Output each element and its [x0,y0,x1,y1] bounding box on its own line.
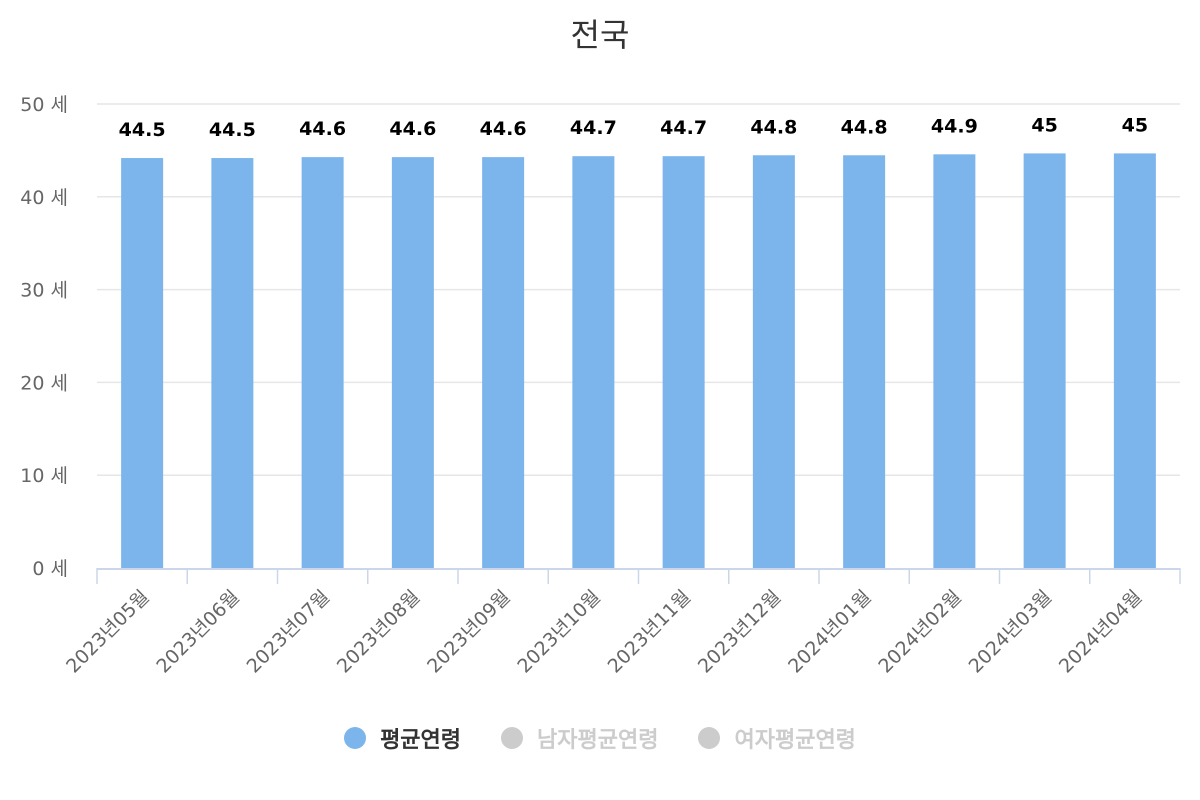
y-tick-label: 0 세 [32,558,68,580]
bar[interactable] [752,155,795,569]
data-label: 44.7 [570,117,617,139]
x-tick-label: 2024년04월 [1055,586,1147,678]
x-tick-label: 2023년11월 [604,586,696,678]
y-tick-label: 20 세 [20,372,68,394]
x-tick-label: 2024년03월 [965,586,1057,678]
y-tick-label: 40 세 [20,187,68,209]
legend-label: 여자평균연령 [734,728,856,753]
bar[interactable] [121,158,164,569]
legend-item[interactable]: 여자평균연령 [698,722,856,754]
x-tick-label: 2023년05월 [62,586,154,678]
data-label: 44.6 [389,118,436,140]
bar-chart: 전국 0 세 10 세 20 세 30 세 40 세 50 세 44.5 44.5 44.6 4… [20,16,1181,678]
x-tick-label: 2024년02월 [874,586,966,678]
data-label: 44.6 [299,118,346,140]
x-tick-label: 2023년06월 [152,586,244,678]
data-label: 45 [1122,114,1148,136]
bar[interactable] [1023,153,1066,568]
data-label: 44.5 [119,119,166,141]
x-tick-label: 2023년07월 [243,586,335,678]
legend-marker-icon [501,727,524,749]
y-tick-label: 50 세 [20,94,68,116]
data-label: 45 [1031,114,1057,136]
data-label: 44.8 [750,116,797,138]
legend-marker-icon [344,727,367,749]
x-tick-label: 2023년10월 [513,586,605,678]
legend-label: 평균연령 [380,728,462,753]
data-label: 44.8 [841,116,888,138]
bar[interactable] [662,156,705,568]
bar[interactable] [933,154,976,568]
x-tick-label: 2024년01월 [784,586,876,678]
legend-item[interactable]: 남자평균연령 [501,722,658,754]
bar[interactable] [482,157,525,568]
x-tick-label: 2023년12월 [694,586,786,678]
data-label: 44.9 [931,115,978,137]
bar[interactable] [301,157,344,568]
legend-marker-icon [698,727,721,749]
bar[interactable] [1113,153,1156,568]
legend: 평균연령 남자평균연령 여자평균연령 [0,722,1200,754]
legend-item[interactable]: 평균연령 [344,722,461,754]
x-tick-label: 2023년09월 [423,586,515,678]
bar[interactable] [843,155,886,569]
bar[interactable] [572,156,615,568]
bar[interactable] [211,158,254,569]
data-label: 44.5 [209,119,256,141]
bar[interactable] [391,157,434,568]
y-tick-label: 30 세 [20,280,68,302]
chart-title: 전국 [571,16,630,54]
data-label: 44.6 [480,118,527,140]
data-label: 44.7 [660,117,707,139]
x-tick-label: 2023년08월 [333,586,425,678]
y-tick-label: 10 세 [20,465,68,487]
legend-label: 남자평균연령 [537,728,659,753]
